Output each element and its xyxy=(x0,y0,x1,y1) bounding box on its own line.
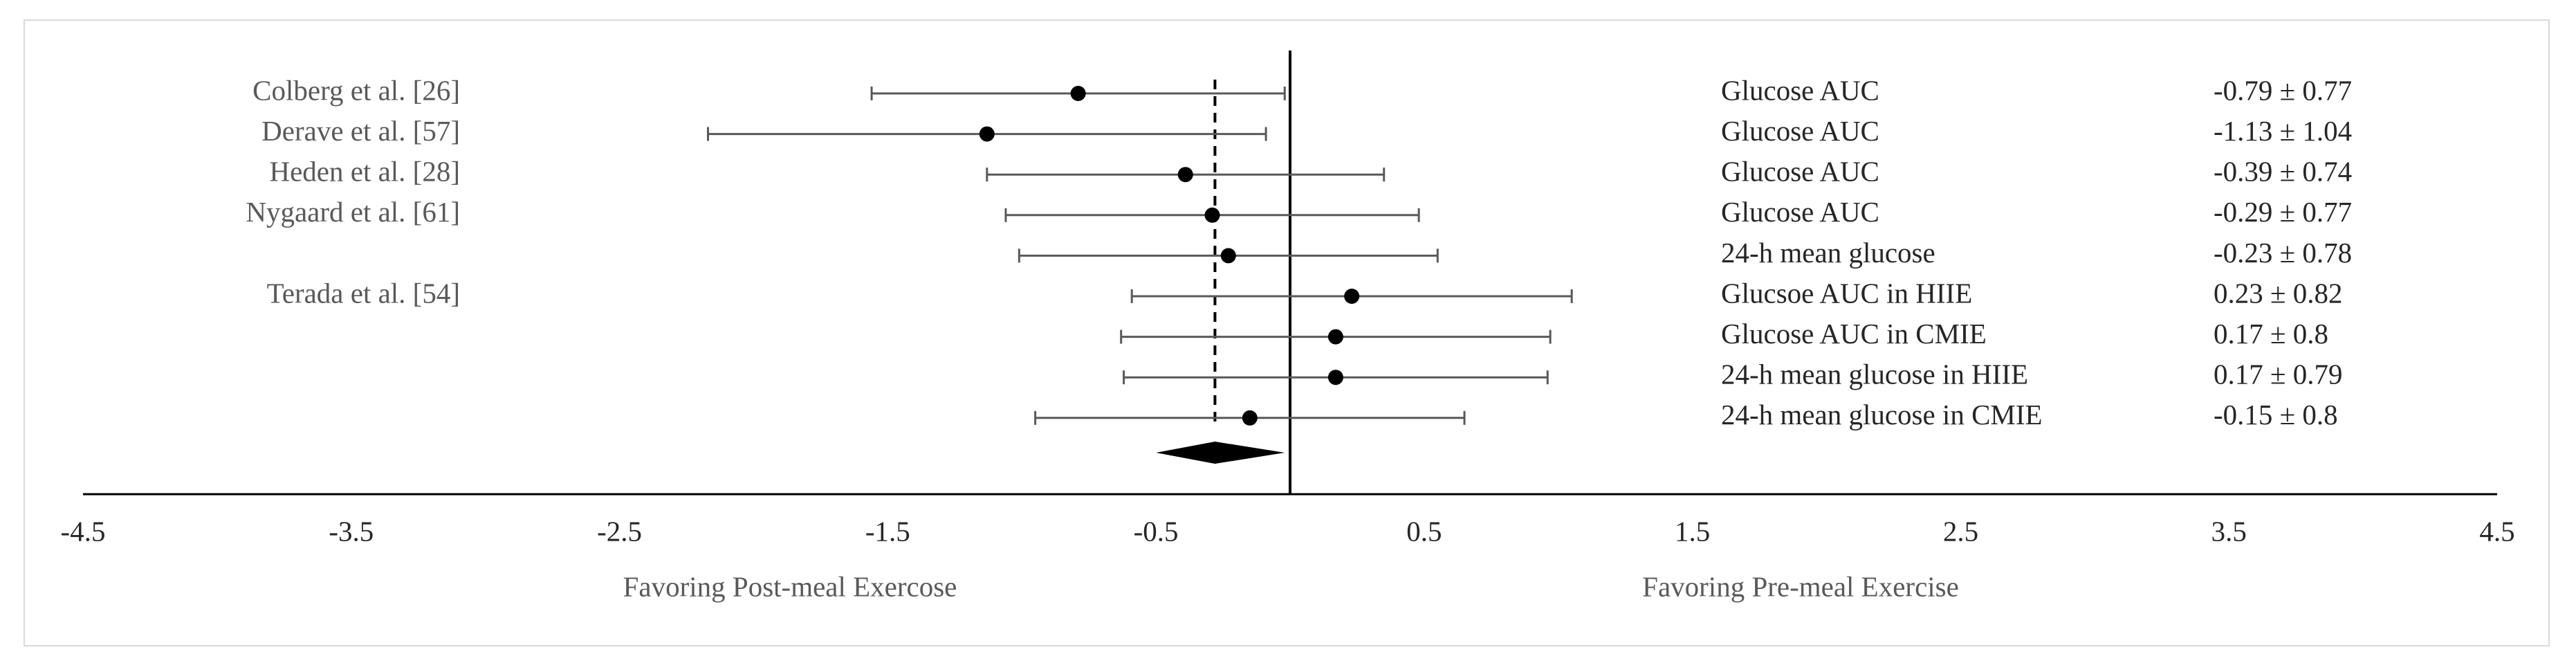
x-tick-label: -4.5 xyxy=(61,515,106,547)
outcome-label: Glucose AUC in CMIE xyxy=(1721,318,1987,350)
outcome-label: Glucose AUC xyxy=(1721,196,1879,228)
chart-frame xyxy=(24,19,2550,646)
value-label: -0.23 ± 0.78 xyxy=(2214,237,2352,269)
outcome-label: 24-h mean glucose xyxy=(1721,237,1935,269)
value-label: -0.29 ± 0.77 xyxy=(2214,196,2352,228)
effect-point xyxy=(1327,370,1343,386)
effect-point xyxy=(1070,86,1086,101)
outcome-label: Glucose AUC xyxy=(1721,115,1879,147)
value-label: 0.23 ± 0.82 xyxy=(2214,277,2343,309)
x-tick-label: -2.5 xyxy=(597,515,642,547)
study-label: Colberg et al. [26] xyxy=(252,74,460,106)
effect-point xyxy=(1344,289,1360,304)
study-label: Derave et al. [57] xyxy=(261,115,460,147)
study-label: Nygaard et al. [61] xyxy=(246,196,460,228)
favoring-pre-meal-label: Favoring Pre-meal Exercise xyxy=(1642,570,1959,602)
effect-point xyxy=(979,126,995,142)
x-tick-label: 4.5 xyxy=(2479,515,2514,547)
value-label: -0.79 ± 0.77 xyxy=(2214,74,2352,106)
effect-point xyxy=(1177,167,1193,183)
effect-point xyxy=(1327,329,1343,345)
value-label: -1.13 ± 1.04 xyxy=(2214,115,2352,147)
value-label: -0.39 ± 0.74 xyxy=(2214,156,2352,188)
outcome-label: Glucose AUC xyxy=(1721,156,1879,188)
outcome-label: Glucose AUC xyxy=(1721,74,1879,106)
x-tick-label: -0.5 xyxy=(1134,515,1179,547)
x-tick-label: -1.5 xyxy=(865,515,910,547)
effect-point xyxy=(1220,248,1236,264)
x-tick-label: 2.5 xyxy=(1943,515,1978,547)
outcome-label: 24-h mean glucose in HIIE xyxy=(1721,359,2028,390)
x-tick-label: 3.5 xyxy=(2211,515,2247,547)
study-label: Heden et al. [28] xyxy=(270,156,461,188)
value-label: 0.17 ± 0.8 xyxy=(2214,318,2328,350)
effect-point xyxy=(1242,410,1258,426)
x-tick-label: -3.5 xyxy=(329,515,374,547)
favoring-post-meal-label: Favoring Post-meal Exercose xyxy=(623,570,957,602)
outcome-label: 24-h mean glucose in CMIE xyxy=(1721,399,2043,431)
x-tick-label: 1.5 xyxy=(1675,515,1710,547)
study-label: Terada et al. [54] xyxy=(267,277,460,309)
value-label: -0.15 ± 0.8 xyxy=(2214,399,2338,431)
outcome-label: Glucsoe AUC in HIIE xyxy=(1721,277,1972,309)
pooled-estimate-diamond xyxy=(1156,442,1285,464)
value-label: 0.17 ± 0.79 xyxy=(2214,359,2343,390)
effect-point xyxy=(1204,207,1220,223)
x-tick-label: 0.5 xyxy=(1406,515,1442,547)
